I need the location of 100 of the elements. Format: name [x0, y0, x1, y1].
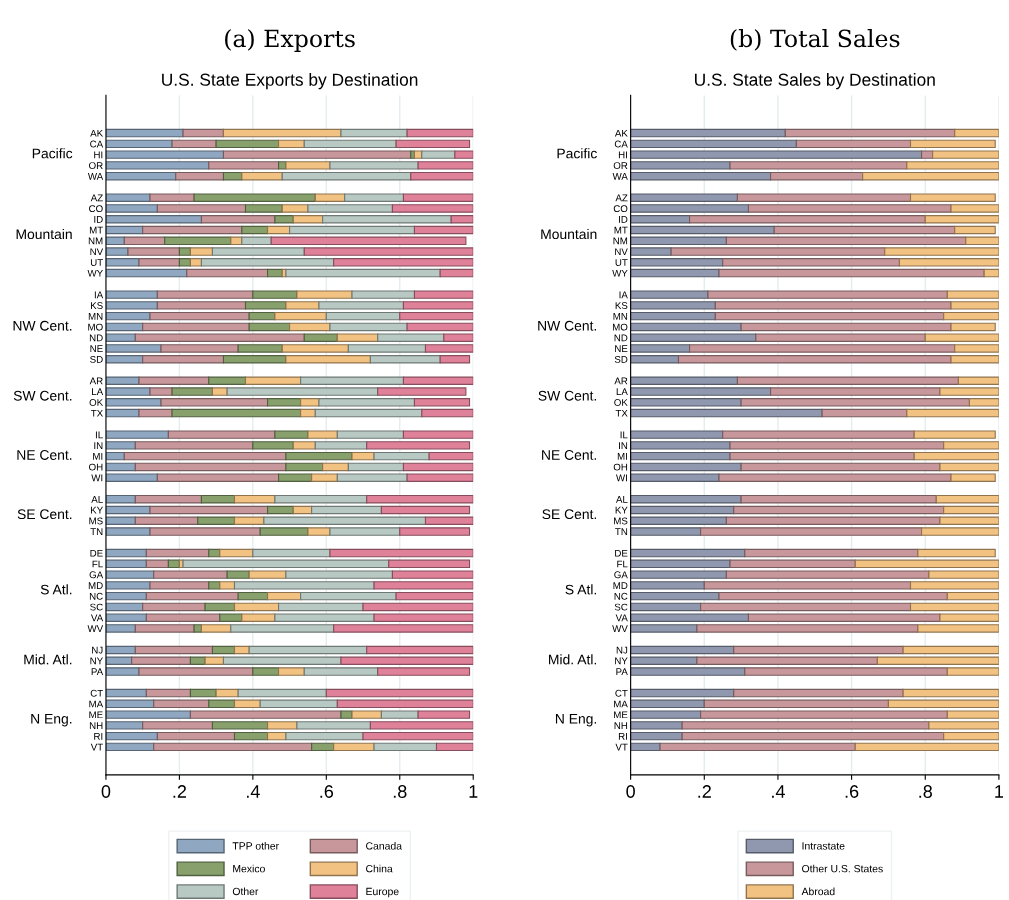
bar — [105, 171, 177, 181]
bar — [204, 602, 236, 612]
y-tick-label: CT — [90, 689, 103, 697]
bar — [377, 333, 445, 342]
bar — [189, 710, 342, 719]
bar — [105, 721, 144, 730]
legend-label: Other U.S. States — [802, 864, 883, 873]
bar — [266, 505, 294, 515]
bar — [105, 344, 162, 353]
y-tick-label: WV — [612, 625, 628, 632]
bar — [123, 236, 166, 245]
bar — [311, 505, 382, 515]
y-tick-label: WV — [87, 625, 104, 632]
bar — [285, 161, 331, 170]
bar — [153, 742, 313, 752]
y-tick-label: TX — [615, 409, 628, 417]
bar — [366, 495, 474, 504]
bar — [884, 247, 999, 256]
bar — [413, 225, 474, 235]
bar — [285, 570, 393, 579]
bar — [340, 710, 353, 719]
text: Pacific — [32, 148, 73, 159]
bar — [105, 710, 191, 719]
bar — [259, 699, 338, 709]
bar — [278, 473, 313, 482]
bar — [906, 161, 999, 170]
bar — [197, 516, 236, 525]
bar — [145, 688, 191, 698]
bar — [266, 398, 302, 407]
bar — [134, 516, 199, 525]
bar — [450, 215, 474, 224]
bar — [171, 408, 302, 418]
y-tick-label: KS — [90, 302, 103, 310]
bar — [696, 624, 919, 633]
bar — [105, 613, 147, 622]
bar — [311, 473, 338, 482]
legend-label: Other — [232, 887, 259, 896]
bar — [233, 581, 375, 590]
bar — [733, 645, 904, 655]
bar — [248, 322, 291, 332]
bar — [134, 624, 195, 633]
bar — [322, 462, 349, 472]
bar — [630, 710, 702, 719]
bar — [105, 559, 147, 569]
y-tick-label: AZ — [90, 194, 103, 202]
y-tick-label: CA — [614, 140, 628, 148]
bar — [105, 376, 140, 385]
bar — [189, 258, 202, 267]
bar — [241, 171, 283, 181]
bar — [123, 451, 287, 461]
bar — [244, 204, 283, 213]
bar — [278, 161, 287, 170]
bar — [410, 171, 474, 181]
y-tick-label: OR — [613, 162, 628, 170]
y-tick-label: AK — [90, 129, 104, 137]
bar — [193, 624, 202, 633]
bar — [204, 656, 225, 665]
bar — [278, 602, 364, 612]
bar — [134, 441, 254, 450]
bar — [211, 247, 305, 256]
text: NW Cent. — [13, 320, 72, 331]
y-tick-label: LA — [92, 388, 104, 396]
bar — [954, 128, 999, 138]
y-tick-label: OK — [89, 399, 104, 406]
bar — [630, 311, 716, 321]
bar — [402, 430, 474, 439]
bar — [237, 591, 269, 601]
bar — [733, 688, 904, 698]
bar — [373, 742, 438, 752]
bar — [630, 268, 720, 278]
x-tick-label: 0 — [626, 785, 635, 798]
y-tick-label: CO — [89, 205, 103, 213]
bar — [278, 667, 305, 676]
y-tick-label: SD — [90, 355, 103, 363]
bar — [285, 451, 353, 461]
bar — [142, 322, 250, 332]
bar — [630, 322, 742, 332]
text: Mid. Atl. — [24, 654, 72, 665]
y-tick-label: UT — [90, 259, 103, 266]
bar — [344, 193, 404, 202]
bar — [630, 688, 735, 698]
chart-title: (b) Total Sales — [730, 29, 900, 51]
bar — [156, 301, 247, 310]
bar — [725, 236, 967, 245]
bar — [303, 667, 379, 676]
bar — [725, 516, 941, 525]
bar — [252, 290, 298, 299]
bar — [939, 387, 999, 396]
bar — [226, 387, 379, 396]
bar — [296, 721, 371, 730]
bar — [421, 408, 474, 418]
bar — [854, 742, 999, 752]
bar — [171, 139, 217, 149]
y-tick-label: WA — [612, 173, 628, 180]
bar — [208, 581, 221, 590]
bar — [755, 333, 926, 342]
bar — [274, 495, 368, 504]
bar — [149, 581, 210, 590]
bar — [105, 290, 158, 299]
bar — [215, 688, 239, 698]
